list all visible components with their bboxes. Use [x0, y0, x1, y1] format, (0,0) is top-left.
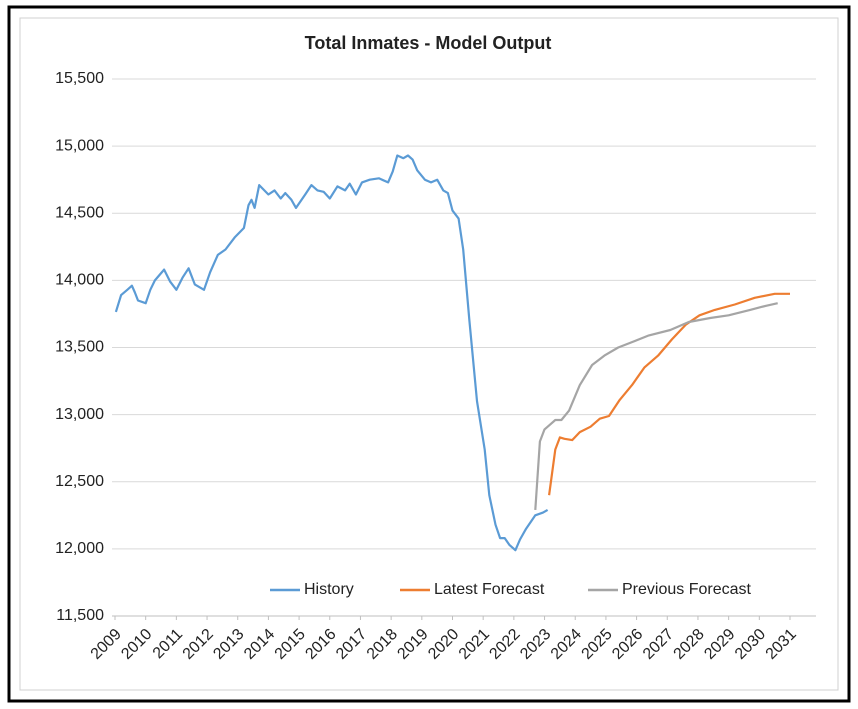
y-tick-label: 13,000 [55, 406, 104, 423]
y-tick-label: 11,500 [56, 607, 104, 624]
chart-area-border [19, 17, 839, 691]
series-line [534, 302, 778, 510]
y-tick-label: 15,000 [55, 137, 104, 154]
legend-label: History [304, 581, 354, 598]
outer-frame [7, 5, 851, 703]
legend-label: Latest Forecast [434, 581, 545, 598]
chart-title: Total Inmates - Model Output [305, 33, 552, 53]
y-tick-label: 14,500 [55, 204, 104, 221]
series-line [114, 154, 549, 552]
legend-label: Previous Forecast [622, 581, 751, 598]
y-tick-label: 12,500 [55, 473, 104, 490]
y-tick-label: 15,500 [55, 70, 104, 87]
series-line [548, 292, 790, 496]
y-tick-label: 12,000 [55, 540, 104, 557]
y-tick-label: 14,000 [55, 272, 104, 289]
y-tick-label: 13,500 [55, 339, 104, 356]
